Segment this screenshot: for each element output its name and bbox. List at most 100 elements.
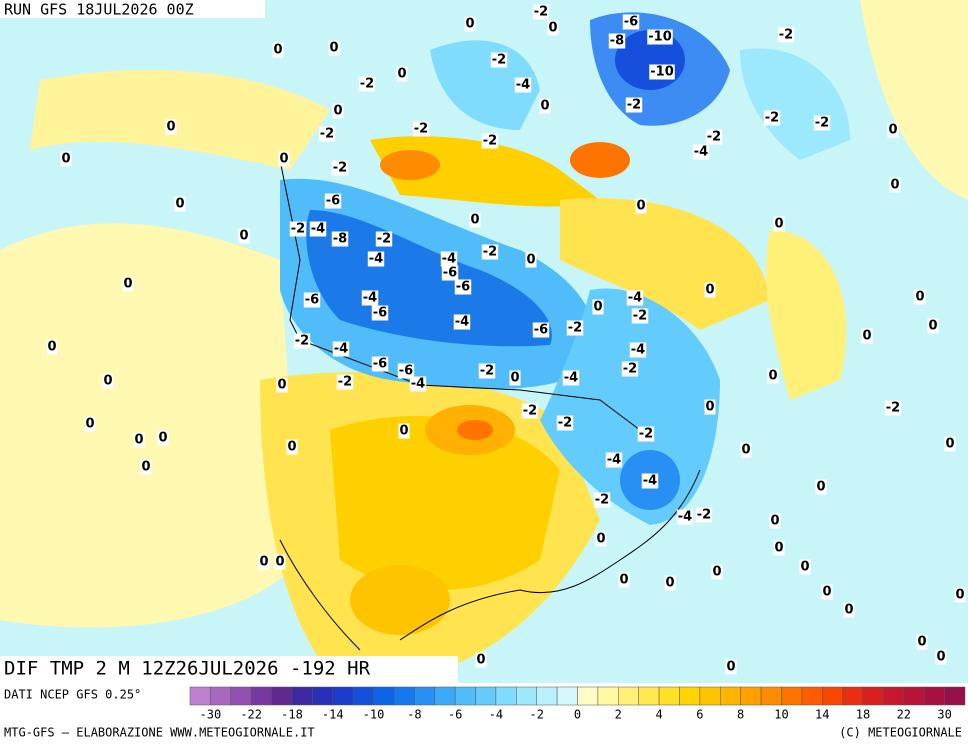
contour-label: -4: [442, 252, 456, 267]
contour-label-box: [454, 279, 472, 295]
contour-label-box: [608, 33, 626, 49]
color-swatch: [801, 686, 823, 706]
contour-label-box: [843, 602, 855, 618]
color-swatch: [454, 686, 476, 706]
contour-label-box: [562, 370, 580, 386]
contour-label: 0: [47, 340, 56, 355]
color-swatch: [597, 686, 619, 706]
contour-label: 0: [741, 443, 750, 458]
contour-label: 0: [158, 431, 167, 446]
colorbar-tick-label: -18: [281, 708, 303, 722]
contour-label: -2: [623, 362, 637, 377]
contour-label-box: [944, 436, 956, 452]
color-swatch: [352, 686, 374, 706]
color-swatch: [210, 686, 232, 706]
color-swatch: [250, 686, 272, 706]
contour-label: -4: [411, 377, 425, 392]
color-swatch: [556, 686, 578, 706]
contour-label: -6: [326, 194, 340, 209]
colorbar-tick-label: 22: [897, 708, 911, 722]
contour-label-box: [887, 122, 899, 138]
contour-label-box: [618, 572, 630, 588]
color-swatch: [373, 686, 395, 706]
contour-label: 0: [862, 329, 871, 344]
contour-label: -4: [311, 222, 325, 237]
contour-label-box: [276, 377, 288, 393]
contour-label: -4: [564, 371, 578, 386]
contour-label: 0: [917, 635, 926, 650]
color-swatch: [740, 686, 762, 706]
color-swatch: [679, 686, 701, 706]
contour-label: -2: [779, 28, 793, 43]
contour-label: -2: [483, 245, 497, 260]
field-box: [0, 656, 458, 683]
color-swatch: [821, 686, 843, 706]
contour-label-box: [914, 289, 926, 305]
contour-label: 0: [166, 120, 175, 135]
contour-label-box: [397, 363, 415, 379]
contour-label-box: [647, 29, 673, 45]
contour-label: 0: [936, 650, 945, 665]
contour-label-box: [293, 333, 311, 349]
contour-label-box: [767, 368, 779, 384]
contour-label: 0: [540, 99, 549, 114]
contour-label-box: [303, 292, 321, 308]
contour-label: -4: [607, 453, 621, 468]
contour-label-box: [332, 103, 344, 119]
contour-label-box: [309, 221, 327, 237]
contour-label-box: [532, 4, 550, 20]
contour-label-box: [475, 652, 487, 668]
colorbar-tick-label: 10: [774, 708, 788, 722]
colorbar: -30 -22 -18 -14 -10 -8 -6 -4 -2 0 2 4 6 8 10 14 18 22 30: [189, 686, 966, 722]
contour-label-box: [889, 177, 901, 193]
contour-label-box: [641, 473, 659, 489]
color-swatch: [618, 686, 639, 706]
color-swatch: [312, 686, 334, 706]
contour-label: 0: [329, 41, 338, 56]
contour-label-box: [332, 341, 350, 357]
contour-label-box: [358, 76, 376, 92]
contour-labels: 0-20 -6-10-8-10-2-2-2 -2 0-2-400 00-200 -2 -2-…: [46, 4, 966, 675]
color-swatch: [516, 686, 537, 706]
contour-label: -2: [377, 232, 391, 247]
contour-label-box: [469, 212, 481, 228]
contour-label-box: [813, 115, 831, 131]
color-swatch: [230, 686, 252, 706]
contour-label: 0: [774, 541, 783, 556]
contour-label: -6: [456, 280, 470, 295]
color-swatch: [658, 686, 680, 706]
contour-label: -2: [697, 508, 711, 523]
contour-label: 0: [928, 319, 937, 334]
contour-label-box: [704, 282, 716, 298]
colorbar-tick-label: -4: [489, 708, 503, 722]
contour-label: 0: [273, 43, 282, 58]
color-swatch: [536, 686, 558, 706]
contour-label: -2: [633, 309, 647, 324]
color-swatch: [699, 686, 721, 706]
contour-label: 0: [712, 565, 721, 580]
contour-label: -4: [455, 315, 469, 330]
contour-label: 0: [470, 213, 479, 228]
contour-label-box: [278, 151, 290, 167]
contour-label: 0: [816, 480, 825, 495]
contour-label-box: [566, 320, 584, 336]
contour-label: 0: [636, 199, 645, 214]
contour-label-box: [453, 314, 471, 330]
contour-label-box: [635, 198, 647, 214]
colorbar-tick-label: -8: [407, 708, 421, 722]
contour-label-box: [274, 554, 286, 570]
contour-label: -10: [648, 30, 672, 45]
contour-label: 0: [768, 369, 777, 384]
contour-label-box: [927, 318, 939, 334]
contour-label: 0: [726, 660, 735, 675]
contour-label: 0: [134, 433, 143, 448]
color-swatch: [189, 686, 211, 706]
contour-label-box: [547, 20, 559, 36]
contour-label-box: [440, 251, 458, 267]
contour-label-box: [331, 160, 349, 176]
contour-label-box: [238, 228, 250, 244]
color-swatch: [720, 686, 741, 706]
color-swatch: [923, 686, 945, 706]
color-swatch: [944, 686, 966, 706]
